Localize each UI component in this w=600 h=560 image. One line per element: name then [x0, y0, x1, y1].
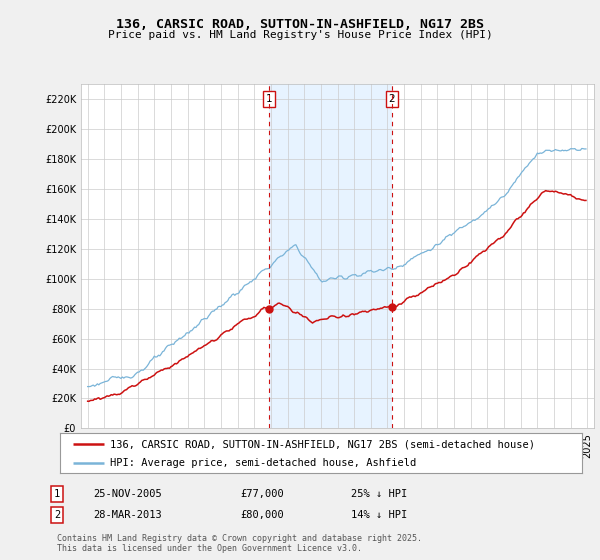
Text: 136, CARSIC ROAD, SUTTON-IN-ASHFIELD, NG17 2BS (semi-detached house): 136, CARSIC ROAD, SUTTON-IN-ASHFIELD, NG… — [110, 439, 535, 449]
Text: 2: 2 — [54, 510, 60, 520]
Text: £80,000: £80,000 — [240, 510, 284, 520]
Text: 25% ↓ HPI: 25% ↓ HPI — [351, 489, 407, 499]
Text: 1: 1 — [54, 489, 60, 499]
Text: Price paid vs. HM Land Registry's House Price Index (HPI): Price paid vs. HM Land Registry's House … — [107, 30, 493, 40]
Text: 14% ↓ HPI: 14% ↓ HPI — [351, 510, 407, 520]
Text: 28-MAR-2013: 28-MAR-2013 — [93, 510, 162, 520]
Bar — [269, 84, 392, 428]
Text: £77,000: £77,000 — [240, 489, 284, 499]
Text: 136, CARSIC ROAD, SUTTON-IN-ASHFIELD, NG17 2BS: 136, CARSIC ROAD, SUTTON-IN-ASHFIELD, NG… — [116, 18, 484, 31]
Text: 1: 1 — [266, 94, 272, 104]
Text: Contains HM Land Registry data © Crown copyright and database right 2025.
This d: Contains HM Land Registry data © Crown c… — [57, 534, 422, 553]
Text: 2: 2 — [388, 94, 395, 104]
Text: HPI: Average price, semi-detached house, Ashfield: HPI: Average price, semi-detached house,… — [110, 458, 416, 468]
Text: 25-NOV-2005: 25-NOV-2005 — [93, 489, 162, 499]
